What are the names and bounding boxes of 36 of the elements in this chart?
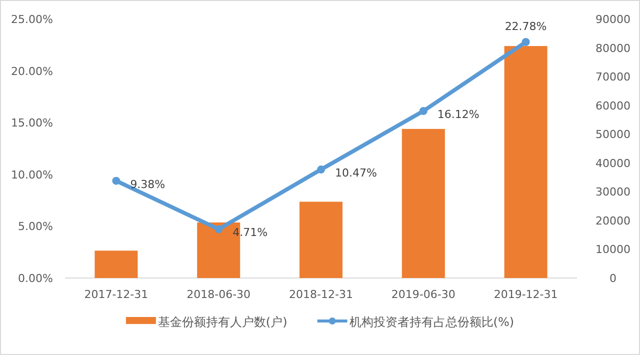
y-tick-label: 10.00% [11,168,53,182]
x-tick-label: 2019-12-31 [494,288,558,301]
data-label: 22.78% [504,20,547,33]
bar [299,202,343,278]
y-tick-label: 0.00% [18,272,53,285]
point [419,106,428,115]
bar [402,128,445,278]
y2-tick-label: 30000 [596,186,630,199]
point [522,38,530,46]
point [214,225,223,234]
bar [504,46,548,278]
x-tick-label: 2018-12-31 [289,288,353,301]
x-tick-label: 2019-06-30 [391,288,456,301]
point [317,166,325,174]
y-tick-label: 15.00% [11,116,53,130]
bar [94,250,138,278]
y-tick-label: 5.00% [18,220,53,234]
y-tick-label: 20.00% [11,64,53,78]
y2-tick-label: 0 [610,272,616,285]
y-tick-label: 25.00% [11,13,53,26]
data-label: 9.38% [130,178,166,191]
legend-label: 基金份额持有人户数(户) [158,315,288,329]
legend-label: 机构投资者持有占总份额比(%) [349,315,514,329]
y2-tick-label: 70000 [596,70,630,84]
data-label: 10.47% [335,166,377,180]
y2-tick-label: 90000 [596,13,630,26]
y2-tick-label: 10000 [596,243,630,256]
data-label: 16.12% [437,108,480,121]
y2-tick-label: 60000 [596,99,630,112]
x-tick-label: 2017-12-31 [84,288,148,301]
x-tick-label: 2018-06-30 [186,288,251,301]
y2-tick-label: 50000 [596,128,630,142]
point [112,176,120,185]
y2-tick-label: 80000 [596,42,630,55]
y2-tick-label: 20000 [596,214,630,228]
y2-tick-label: 40000 [596,156,630,170]
